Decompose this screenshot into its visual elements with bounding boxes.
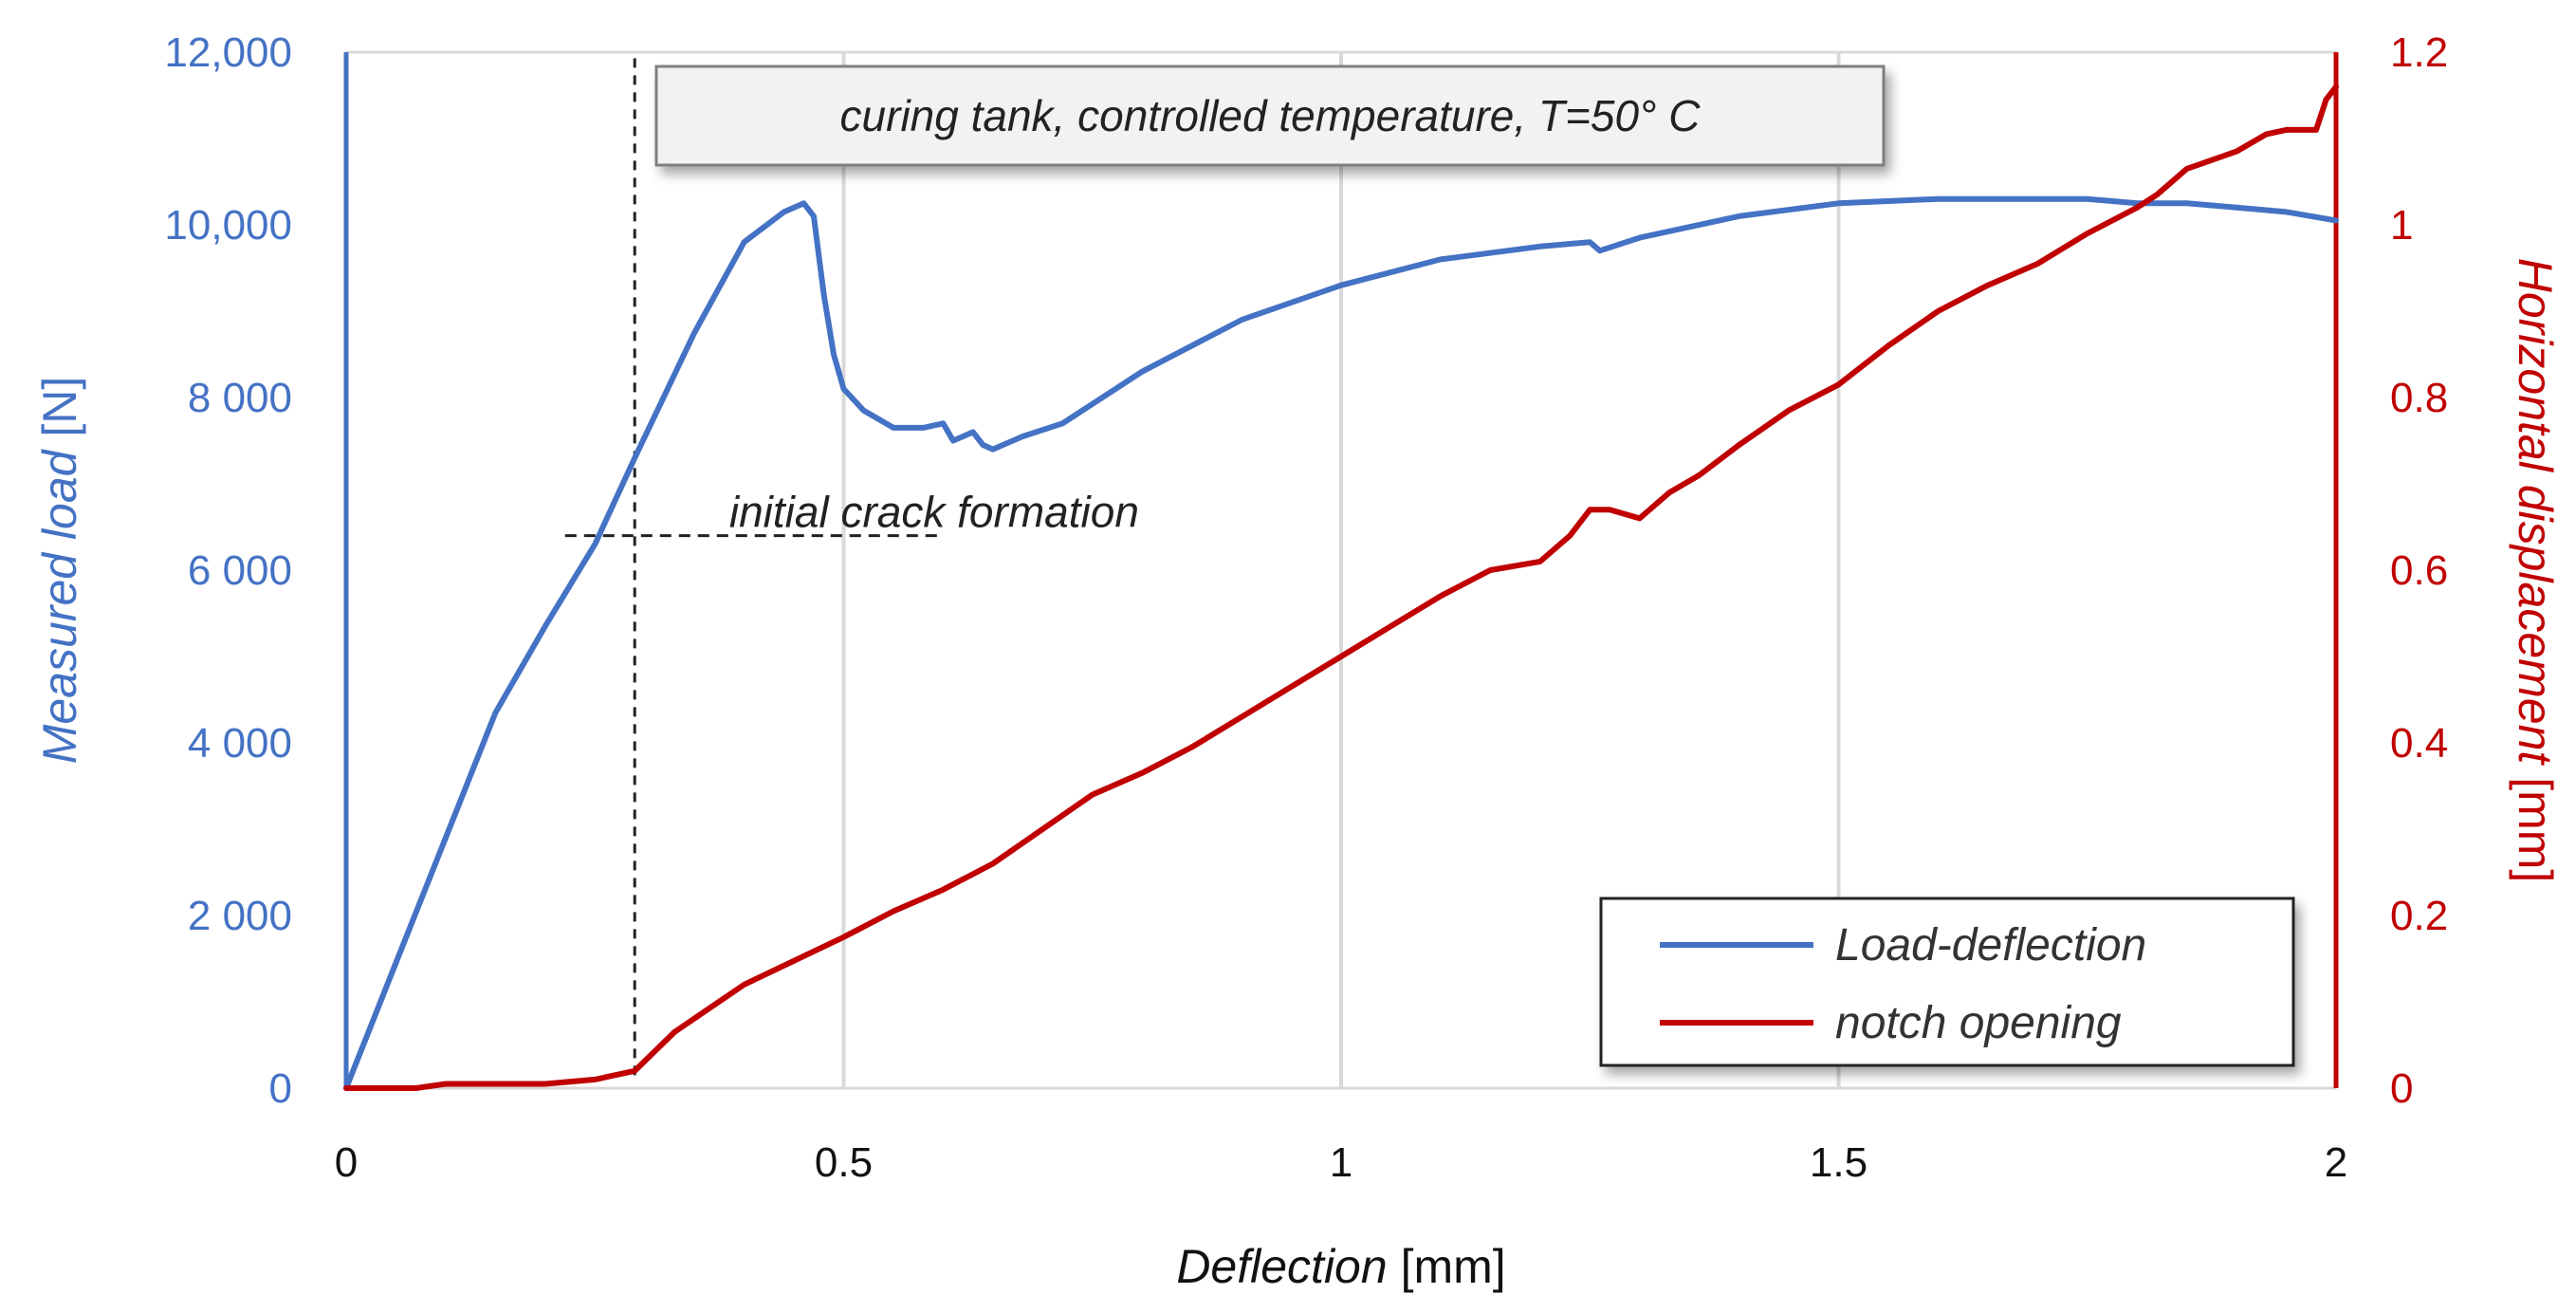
left-axis-ticks: 0 2 000 4 000 6 000 8 000 10,000 12,000 bbox=[164, 29, 292, 1112]
right-tick-label: 0.2 bbox=[2390, 893, 2448, 939]
annotations: initial crack formation bbox=[564, 52, 1139, 1076]
x-tick-label: 0.5 bbox=[815, 1139, 873, 1186]
series-lines bbox=[343, 83, 2339, 1091]
right-tick-label: 1.2 bbox=[2390, 29, 2448, 76]
left-tick-label: 4 000 bbox=[188, 720, 292, 767]
x-tick-label: 1.5 bbox=[1810, 1139, 1868, 1186]
right-tick-label: 0.8 bbox=[2390, 375, 2448, 421]
title-box: curing tank, controlled temperature, T=5… bbox=[654, 65, 1886, 167]
initial-crack-label: initial crack formation bbox=[729, 488, 1139, 537]
right-axis-title: Horizontal displacement [mm] bbox=[2509, 258, 2562, 883]
left-tick-label: 10,000 bbox=[164, 202, 292, 249]
right-tick-label: 1 bbox=[2390, 202, 2413, 249]
x-tick-label: 0 bbox=[335, 1139, 358, 1186]
left-tick-label: 2 000 bbox=[188, 893, 292, 939]
legend-box bbox=[1599, 897, 2295, 1067]
left-tick-label: 12,000 bbox=[164, 29, 292, 76]
legend-label-notch-opening: notch opening bbox=[1835, 998, 2122, 1048]
legend: Load-deflection notch opening bbox=[1599, 897, 2295, 1067]
left-tick-label: 8 000 bbox=[188, 375, 292, 421]
right-axis-ticks: 0 0.2 0.4 0.6 0.8 1 1.2 bbox=[2390, 29, 2448, 1112]
x-axis-ticks: 0 0.5 1 1.5 2 bbox=[335, 1139, 2347, 1186]
title-box-text: curing tank, controlled temperature, T=5… bbox=[840, 91, 1702, 140]
x-tick-label: 1 bbox=[1330, 1139, 1352, 1186]
left-tick-label: 0 bbox=[269, 1065, 292, 1112]
left-axis-title: Measured load [N] bbox=[33, 377, 86, 765]
right-tick-label: 0.4 bbox=[2390, 720, 2448, 767]
x-tick-label: 2 bbox=[2325, 1139, 2347, 1186]
left-tick-label: 6 000 bbox=[188, 547, 292, 594]
right-tick-label: 0.6 bbox=[2390, 547, 2448, 594]
right-tick-label: 0 bbox=[2390, 1065, 2413, 1112]
series-line-notch-opening bbox=[343, 83, 2339, 1091]
legend-label-load-deflection: Load-deflection bbox=[1835, 920, 2146, 971]
x-axis-title: Deflection [mm] bbox=[1176, 1240, 1505, 1293]
series-line-load-deflection bbox=[343, 195, 2339, 1091]
